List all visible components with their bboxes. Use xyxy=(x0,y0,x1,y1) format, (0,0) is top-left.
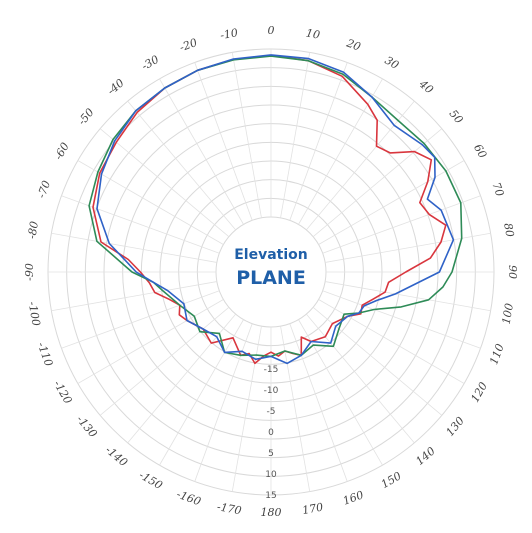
grid-spoke xyxy=(99,307,230,416)
radial-tick-label: -15 xyxy=(264,365,279,375)
grid-spoke xyxy=(325,232,491,263)
grid-spoke xyxy=(231,326,262,492)
chart-title-line2: PLANE xyxy=(236,267,306,289)
grid-spoke xyxy=(318,299,465,384)
angle-tick-label: 10 xyxy=(305,27,321,42)
angle-tick-label: 50 xyxy=(447,107,466,126)
grid-spoke xyxy=(127,313,236,444)
angle-tick-label: -30 xyxy=(139,53,161,73)
grid-spoke xyxy=(289,323,348,482)
angle-tick-label: 0 xyxy=(268,24,275,37)
angle-tick-label: -150 xyxy=(137,468,165,492)
radial-tick-label: -10 xyxy=(264,386,279,396)
angle-tick-label: -50 xyxy=(75,106,96,128)
grid-spoke xyxy=(298,319,383,466)
angle-tick-label: 20 xyxy=(344,36,363,53)
angle-tick-label: 100 xyxy=(500,302,516,325)
angle-tick-label: 150 xyxy=(379,469,404,491)
series-3-trace xyxy=(96,54,455,365)
radial-tick-label: -5 xyxy=(267,407,276,417)
polar-grid xyxy=(47,48,495,496)
angle-tick-label: 80 xyxy=(501,222,516,238)
angle-tick-label: 110 xyxy=(487,342,506,366)
grid-spoke xyxy=(306,313,415,444)
radial-tick-label: 15 xyxy=(265,491,276,501)
grid-spoke xyxy=(298,78,383,225)
radial-tick-label: 10 xyxy=(265,470,277,480)
angle-tick-label: 120 xyxy=(468,380,490,405)
angle-tick-label: -90 xyxy=(23,263,36,281)
angle-tick-label: -100 xyxy=(26,300,43,327)
angle-tick-label: -140 xyxy=(103,443,130,469)
angle-tick-label: -10 xyxy=(219,26,239,42)
grid-spoke xyxy=(51,232,217,263)
grid-spoke xyxy=(194,62,253,221)
grid-spoke xyxy=(289,62,348,221)
grid-spoke xyxy=(280,52,311,218)
chart-title-line1: Elevation xyxy=(234,247,308,263)
angle-tick-label: 160 xyxy=(341,488,365,507)
grid-spoke xyxy=(231,52,262,218)
angle-tick-label: -120 xyxy=(51,378,75,406)
radial-tick-label: 5 xyxy=(268,449,274,459)
angle-tick-label: 170 xyxy=(301,501,324,517)
angle-tick-label: 130 xyxy=(444,414,467,438)
angle-tick-label: -20 xyxy=(178,36,199,54)
grid-spoke xyxy=(77,299,224,384)
grid-spoke xyxy=(306,100,415,231)
grid-spoke xyxy=(280,326,311,492)
angle-tick-label: -70 xyxy=(35,179,53,200)
grid-spoke xyxy=(159,319,244,466)
angle-tick-label: 180 xyxy=(261,506,282,519)
angle-tick-label: 30 xyxy=(382,54,401,72)
angle-tick-label: 90 xyxy=(506,265,519,279)
grid-spoke xyxy=(322,195,481,254)
radial-tick-label: 0 xyxy=(268,428,274,438)
angle-tick-label: -80 xyxy=(25,220,41,240)
grid-spoke xyxy=(61,195,220,254)
angle-tick-label: 140 xyxy=(413,445,437,468)
grid-spoke xyxy=(312,128,443,237)
radial-tick-labels: -15 -10 -5 0 5 10 15 xyxy=(264,365,279,501)
grid-spoke xyxy=(312,307,443,416)
angle-tick-label: -130 xyxy=(74,413,100,440)
angle-tick-label: -170 xyxy=(216,500,243,517)
grid-spoke xyxy=(318,160,465,245)
grid-spoke xyxy=(322,290,481,349)
grid-spoke xyxy=(127,100,236,231)
grid-spoke xyxy=(325,281,491,312)
series-traces xyxy=(88,54,463,365)
angle-tick-label: -160 xyxy=(175,488,203,509)
angle-tick-label: -40 xyxy=(105,76,127,97)
grid-spoke xyxy=(194,323,253,482)
angle-tick-label: -60 xyxy=(52,140,72,162)
angle-tick-label: 40 xyxy=(416,77,436,97)
grid-spoke xyxy=(159,78,244,225)
grid-spoke xyxy=(61,290,220,349)
angle-tick-label: 70 xyxy=(489,181,506,199)
series-2-trace xyxy=(88,55,463,358)
grid-spoke xyxy=(99,128,230,237)
angle-tick-label: 60 xyxy=(471,142,489,161)
grid-spoke xyxy=(51,281,217,312)
angle-tick-label: -110 xyxy=(35,340,56,368)
